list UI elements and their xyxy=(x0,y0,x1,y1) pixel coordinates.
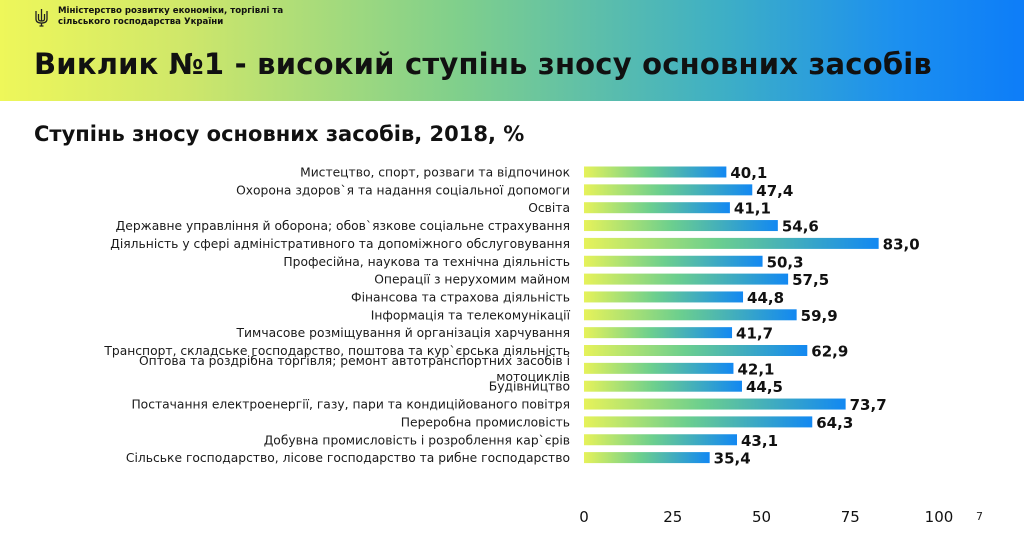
category-label: Мистецтво, спорт, розваги та відпочинок xyxy=(300,166,570,180)
bar xyxy=(584,416,813,428)
x-axis-ticks: 0 25 50 75 100 xyxy=(579,508,953,526)
category-label: Будівництво xyxy=(489,380,570,394)
ministry-name: Міністерство розвитку економіки, торгівл… xyxy=(58,6,308,28)
value-label: 57,5 xyxy=(792,271,829,289)
value-label: 43,1 xyxy=(741,432,778,450)
bar xyxy=(584,184,753,196)
bar xyxy=(584,327,733,339)
x-tick-label: 75 xyxy=(841,508,860,526)
x-tick-label: 25 xyxy=(663,508,682,526)
bar xyxy=(584,309,797,321)
value-label: 50,3 xyxy=(767,253,804,271)
bar xyxy=(584,273,789,285)
value-label: 59,9 xyxy=(801,307,838,325)
value-label: 73,7 xyxy=(850,396,887,414)
bars xyxy=(584,166,879,464)
ministry-name-line-1: Міністерство розвитку економіки, торгівл… xyxy=(58,6,284,16)
category-label: Сільське господарство, лісове господарст… xyxy=(126,451,570,465)
ministry-name-line-2: сільського господарства України xyxy=(58,17,224,27)
bar xyxy=(584,362,734,374)
ukraine-trident-icon xyxy=(35,9,48,27)
category-label: Діяльність у сфері адміністративного та … xyxy=(110,237,570,251)
bar xyxy=(584,202,730,214)
category-label: Операції з нерухомим майном xyxy=(374,273,570,287)
x-tick-label: 0 xyxy=(579,508,589,526)
value-label: 35,4 xyxy=(714,450,751,468)
category-label: Оптова та роздрібна торгівля; ремонт авт… xyxy=(139,354,570,368)
bar xyxy=(584,398,846,410)
x-tick-label: 50 xyxy=(752,508,771,526)
category-label: Тимчасове розміщування й організація хар… xyxy=(236,326,570,340)
bar xyxy=(584,255,763,267)
bar xyxy=(584,452,710,464)
page-title: Виклик №1 - високий ступінь зносу основн… xyxy=(34,47,932,81)
category-label: Переробна промисловість xyxy=(401,415,570,429)
value-labels: 40,147,441,1 54,6 83,0 50,357,5 44,8 59,9 41,7… xyxy=(714,164,920,468)
category-labels: Мистецтво, спорт, розваги та відпочинок О… xyxy=(103,166,570,466)
chart-title: Ступінь зносу основних засобів, 2018, % xyxy=(34,122,525,146)
bar xyxy=(584,434,738,446)
value-label: 47,4 xyxy=(756,182,793,200)
value-label: 41,7 xyxy=(736,325,773,343)
value-label: 42,1 xyxy=(737,360,774,378)
bar xyxy=(584,220,778,232)
header-banner: Міністерство розвитку економіки, торгівл… xyxy=(0,0,1024,101)
category-label: Охорона здоров`я та надання соціальної д… xyxy=(236,183,570,197)
value-label: 64,3 xyxy=(816,414,853,432)
category-label: мотоциклів xyxy=(496,370,570,384)
value-label: 44,5 xyxy=(746,378,783,396)
category-label: Транспорт, складське господарство, пошто… xyxy=(103,344,570,358)
category-label: Професійна, наукова та технічна діяльніс… xyxy=(283,255,570,269)
value-label: 54,6 xyxy=(782,218,819,236)
bar xyxy=(584,291,744,303)
category-label: Добувна промисловість і розроблення кар`… xyxy=(264,433,570,447)
bar xyxy=(584,166,727,178)
category-label: Фінансова та страхова діяльність xyxy=(351,290,570,304)
bar xyxy=(584,237,879,249)
value-label: 62,9 xyxy=(811,343,848,361)
category-label: Постачання електроенергії, газу, пари та… xyxy=(131,398,570,412)
category-label: Освіта xyxy=(528,201,570,215)
category-label: Інформація та телекомунікації xyxy=(371,308,571,322)
x-tick-label: 100 xyxy=(925,508,954,526)
page-number: 7 xyxy=(976,510,983,523)
value-label: 83,0 xyxy=(883,235,920,253)
value-label: 44,8 xyxy=(747,289,784,307)
bar xyxy=(584,380,742,392)
value-label: 40,1 xyxy=(730,164,767,182)
value-label: 41,1 xyxy=(734,200,771,218)
bar xyxy=(584,345,808,356)
category-label: Державне управління й оборона; обов`язко… xyxy=(116,219,570,233)
